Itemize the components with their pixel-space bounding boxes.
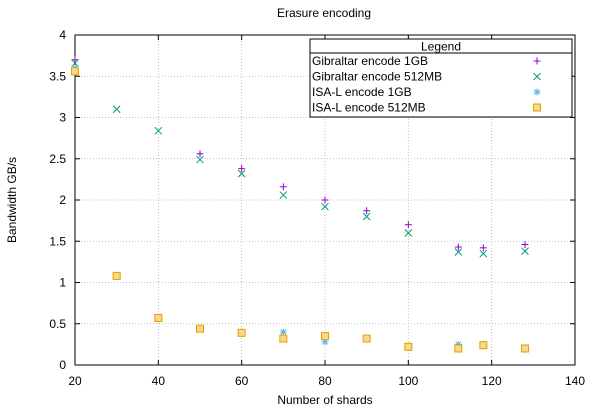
y-tick-label: 4: [59, 28, 66, 42]
data-point: [321, 196, 329, 204]
tick-labels: 20 40 60 80 100 120 140 0 0.5 1 1.5 2 2.5 3 3.5 4: [49, 28, 585, 388]
x-tick-label: 120: [482, 374, 502, 388]
x-tick-label: 100: [398, 374, 418, 388]
y-tick-label: 0.5: [49, 317, 66, 331]
x-tick-label: 60: [235, 374, 249, 388]
data-point: [521, 241, 529, 249]
series-2: [71, 59, 529, 258]
data-point: [279, 334, 288, 343]
legend-entry-label: ISA-L encode 512MB: [312, 101, 426, 115]
data-point: [521, 247, 529, 256]
data-point: [112, 271, 121, 280]
data-point: [479, 249, 488, 258]
data-point: [237, 169, 246, 178]
x-tick-label: 40: [152, 374, 166, 388]
data-point: [454, 243, 462, 251]
axes: [74, 34, 576, 366]
data-point: [196, 324, 204, 333]
x-tick-label: 80: [318, 374, 332, 388]
x-tick-label: 140: [565, 374, 585, 388]
data-point: [454, 344, 463, 353]
data-point: [154, 313, 163, 322]
legend-entry-label: Gibraltar encode 1GB: [312, 54, 428, 68]
chart-title: Erasure encoding: [277, 6, 371, 20]
data-point: [404, 229, 413, 237]
data-point: [521, 344, 529, 353]
data-point: [321, 332, 329, 341]
y-axis-label: Bandwidth GB/s: [5, 157, 19, 243]
legend-title: Legend: [421, 40, 461, 54]
series-4: [71, 67, 529, 353]
y-tick-label: 0: [59, 358, 66, 372]
x-axis-label: Number of shards: [277, 393, 372, 407]
data-point: [362, 212, 371, 221]
data-point: [71, 56, 79, 64]
legend-entry-marker: [533, 57, 541, 65]
data-point: [479, 341, 488, 350]
legend-entry-marker: [533, 88, 541, 96]
legend-entry-label: Gibraltar encode 512MB: [312, 70, 442, 84]
data-point: [279, 183, 287, 191]
y-tick-label: 1: [59, 276, 66, 290]
data-points: [71, 56, 529, 353]
y-tick-label: 3: [59, 111, 66, 125]
data-point: [362, 334, 371, 343]
y-tick-label: 2.5: [49, 152, 66, 166]
series-1: [71, 56, 529, 252]
data-point: [279, 191, 288, 199]
data-point: [154, 126, 163, 135]
data-point: [71, 67, 79, 76]
y-tick-label: 1.5: [49, 234, 66, 248]
data-point: [196, 150, 204, 158]
data-point: [404, 342, 413, 351]
data-point: [363, 207, 371, 215]
legend-entry-label: ISA-L encode 1GB: [312, 85, 412, 99]
legend-entry-marker: [533, 103, 541, 112]
data-point: [321, 202, 329, 211]
data-point: [279, 328, 287, 336]
legend-entry-marker: [533, 72, 541, 81]
data-point: [237, 328, 246, 337]
y-tick-label: 3.5: [49, 69, 66, 83]
data-point: [112, 105, 121, 114]
data-point: [479, 244, 487, 252]
x-tick-label: 20: [68, 374, 82, 388]
data-point: [196, 155, 204, 164]
data-point: [238, 165, 246, 173]
legend-box: [309, 38, 573, 118]
data-point: [454, 248, 463, 256]
data-point: [404, 221, 412, 229]
y-tick-label: 2: [59, 193, 66, 207]
